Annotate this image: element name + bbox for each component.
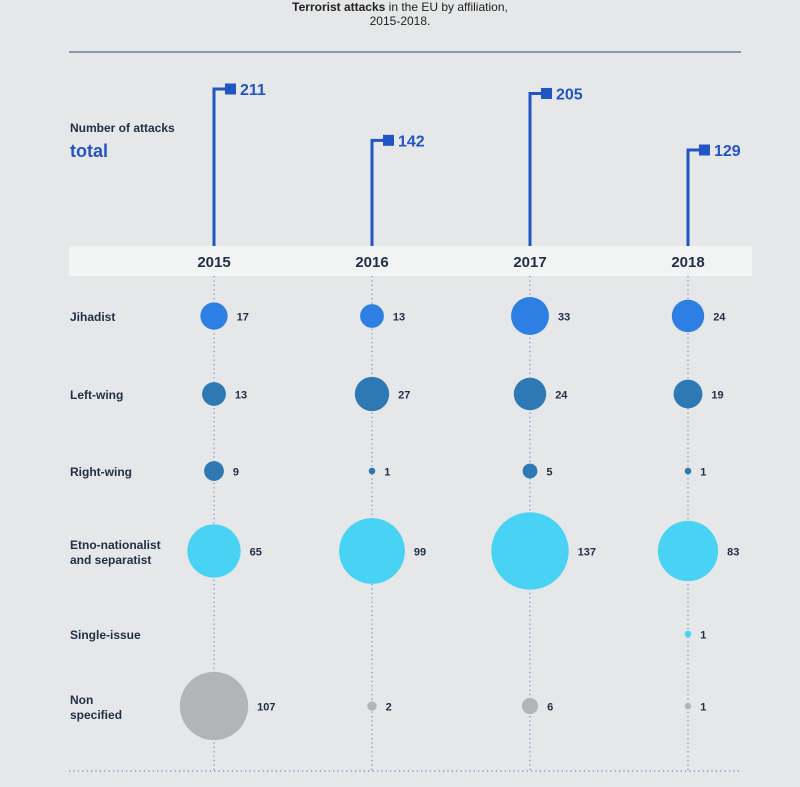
- bubble-5-2018: [684, 702, 692, 710]
- year-label-2015: 2015: [197, 254, 230, 271]
- bubble-value-2-2017: 5: [546, 467, 552, 479]
- bubble-0-2017: [511, 297, 549, 335]
- bubble-value-2-2016: 1: [384, 467, 390, 479]
- total-label-2015: 211: [240, 82, 266, 99]
- total-stem-2016: [370, 138, 384, 246]
- total-flag-2016: [383, 134, 394, 146]
- total-flag-2015: [225, 83, 236, 95]
- row-label-3-0: Etno-nationalist: [70, 538, 161, 552]
- bubble-value-0-2016: 13: [393, 312, 405, 324]
- total-label-2017: 205: [556, 86, 583, 103]
- total-label-2018: 129: [714, 143, 741, 160]
- bubble-1-2017: [513, 377, 547, 411]
- bubble-value-3-2016: 99: [414, 547, 426, 559]
- bubble-1-2015: [202, 382, 226, 406]
- bubble-2-2017: [522, 463, 538, 479]
- year-band: [69, 246, 752, 276]
- bubble-0-2016: [360, 304, 384, 328]
- row-label-0-0: Jihadist: [70, 310, 115, 324]
- chart-title: Terrorist attacks in the EU by affiliati…: [0, 0, 800, 28]
- total-flag-2017: [541, 87, 552, 99]
- bubble-value-3-2018: 83: [727, 547, 739, 559]
- bubble-value-0-2018: 24: [713, 312, 726, 324]
- bubble-5-2017: [521, 697, 539, 715]
- total-flag-2018: [699, 144, 710, 156]
- bubble-value-5-2016: 2: [386, 702, 392, 714]
- row-label-5-0: Non: [70, 693, 93, 707]
- bubble-2-2018: [684, 467, 692, 475]
- row-label-2-0: Right-wing: [70, 465, 132, 479]
- bubble-5-2015: [179, 671, 249, 741]
- bubble-value-1-2017: 24: [555, 390, 568, 402]
- year-label-2018: 2018: [671, 254, 704, 271]
- bubble-value-3-2015: 65: [250, 547, 262, 559]
- bubble-value-1-2015: 13: [235, 390, 247, 402]
- bubble-value-5-2018: 1: [700, 702, 706, 714]
- bubble-value-2-2015: 9: [233, 467, 239, 479]
- row-label-4-0: Single-issue: [70, 628, 141, 642]
- bubble-1-2018: [673, 379, 703, 409]
- row-label-1-0: Left-wing: [70, 388, 123, 402]
- bubble-3-2018: [657, 520, 719, 582]
- bubble-3-2015: [187, 524, 241, 578]
- chart-title-bold: Terrorist attacks: [292, 0, 386, 14]
- total-caption: Number of attacks: [70, 121, 175, 135]
- year-label-2016: 2016: [355, 254, 388, 271]
- bubble-1-2016: [354, 376, 390, 412]
- row-label-3-1: and separatist: [70, 553, 151, 567]
- bubble-value-1-2016: 27: [398, 390, 410, 402]
- total-label-2016: 142: [398, 133, 425, 150]
- bubble-2-2015: [204, 461, 224, 481]
- total-caption-word: total: [70, 141, 108, 161]
- year-label-2017: 2017: [513, 254, 546, 271]
- bubble-3-2017: [491, 512, 569, 590]
- total-stem-2017: [528, 91, 542, 246]
- bubble-3-2016: [339, 518, 405, 584]
- bubble-value-2-2018: 1: [700, 467, 706, 479]
- bubble-4-2018: [684, 630, 692, 638]
- bubble-value-4-2018: 1: [700, 630, 706, 642]
- bubble-5-2016: [367, 701, 377, 711]
- bubble-value-5-2015: 107: [257, 702, 275, 714]
- total-stem-2015: [212, 87, 226, 246]
- bubble-value-3-2017: 137: [578, 547, 596, 559]
- bubble-value-0-2015: 17: [237, 312, 249, 324]
- bubble-value-0-2017: 33: [558, 312, 570, 324]
- chart-title-line2: 2015-2018.: [369, 14, 431, 28]
- bubble-0-2018: [671, 299, 705, 333]
- chart-title-rest: in the EU by affiliation,: [385, 0, 508, 14]
- total-stem-2018: [686, 148, 700, 246]
- bubble-2-2016: [368, 467, 376, 475]
- bubble-value-1-2018: 19: [711, 390, 723, 402]
- row-label-5-1: specified: [70, 708, 122, 722]
- bubble-0-2015: [200, 302, 228, 330]
- bubble-value-5-2017: 6: [547, 702, 553, 714]
